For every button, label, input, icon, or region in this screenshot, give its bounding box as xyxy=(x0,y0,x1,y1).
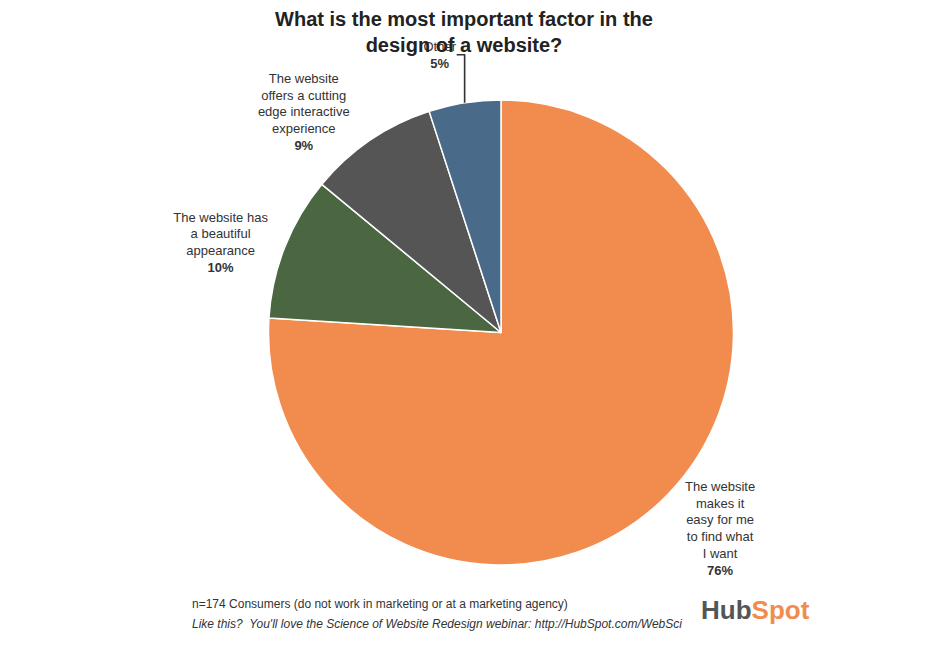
svg-text:The websiteoffers a cuttingedg: The websiteoffers a cuttingedge interact… xyxy=(258,71,350,154)
svg-text:The websitemakes iteasy for me: The websitemakes iteasy for meto find wh… xyxy=(685,479,755,579)
svg-text:What is the most important fac: What is the most important factor in the… xyxy=(275,8,653,56)
svg-text:Like this? You'll love the Sc: Like this? You'll love the Science of We… xyxy=(192,617,682,631)
svg-text:The website hasa beautifulappe: The website hasa beautifulappearance10% xyxy=(173,210,268,276)
svg-text:HubSpot: HubSpot xyxy=(701,595,810,625)
svg-text:n=174 Consumers (do not work i: n=174 Consumers (do not work in marketin… xyxy=(192,597,568,611)
svg-text:Other5%: Other5% xyxy=(423,39,456,71)
